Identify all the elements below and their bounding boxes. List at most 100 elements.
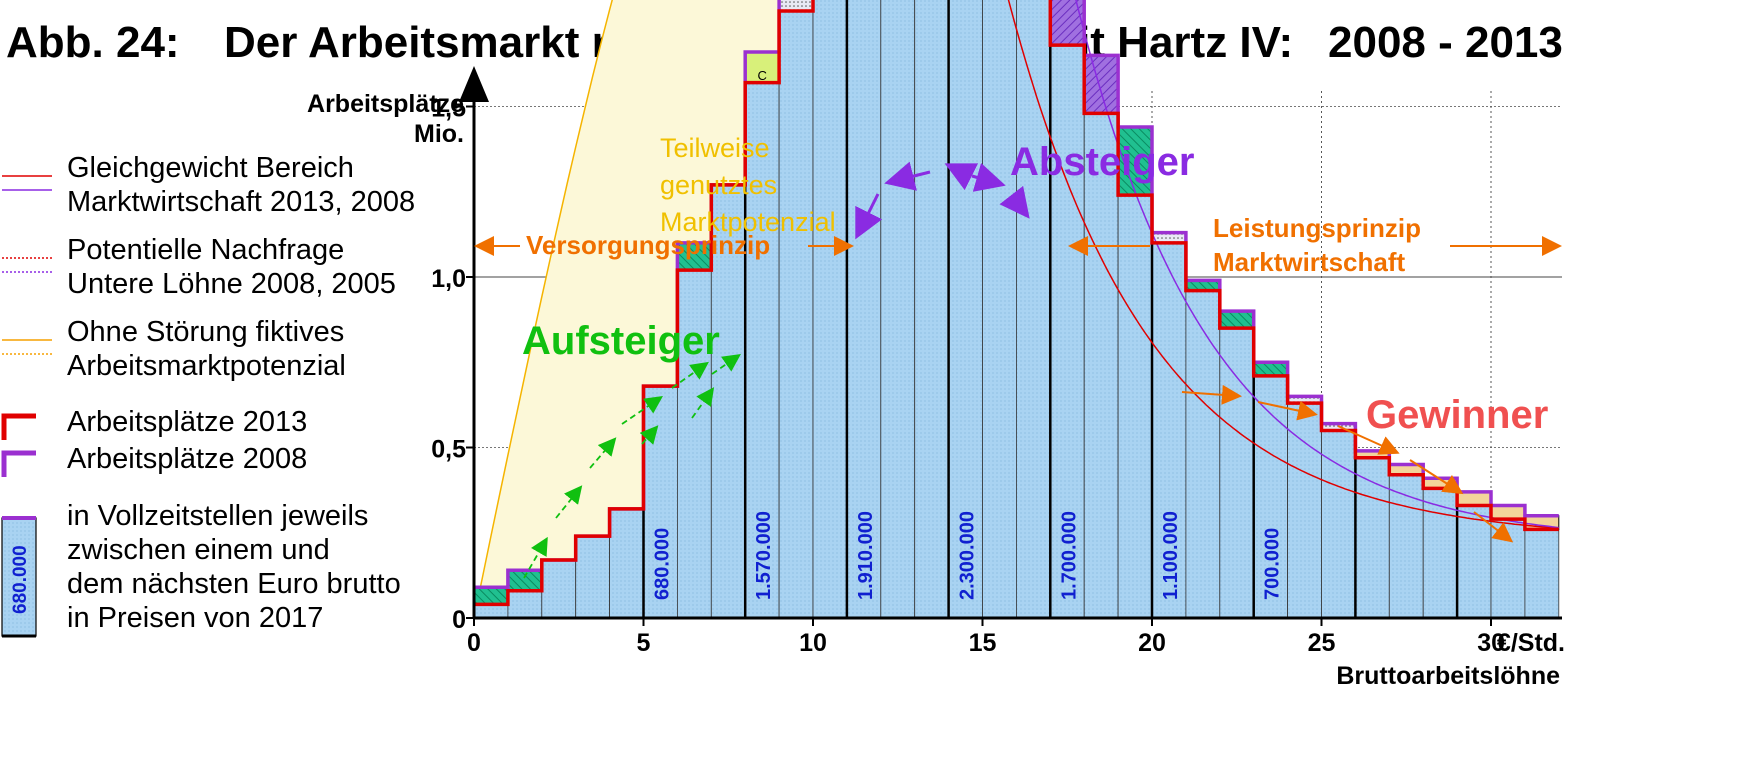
legend-label: in Vollzeitstellen jeweils — [67, 500, 369, 532]
x-tick-label: 15 — [969, 629, 997, 657]
bar — [846, 0, 882, 619]
y-tick-label: 1,5 — [431, 95, 466, 123]
bar — [507, 590, 543, 619]
bar-label: 1.910.000 — [855, 511, 877, 600]
legend-step — [1, 413, 36, 440]
title-years: 2008 - 2013 — [1328, 18, 1563, 67]
bar — [1185, 290, 1221, 619]
arrow-orange — [1337, 425, 1400, 455]
legend-label: Arbeitsmarktpotenzial — [67, 350, 346, 382]
x-tick-label: 25 — [1308, 629, 1336, 657]
annotation-versorgung: Versorgungsprinzip — [526, 230, 770, 260]
annotation-absteiger: Absteiger — [1010, 140, 1195, 184]
y-tick-label: 1,0 — [431, 265, 466, 293]
bar — [1083, 112, 1119, 619]
red-solid-curve — [1007, 0, 1559, 530]
x-tick-label: 0 — [467, 629, 481, 657]
bar-label: 700.000 — [1262, 528, 1284, 600]
legend-label: in Preisen von 2017 — [67, 602, 324, 634]
x-unit: €/Std. — [1497, 629, 1565, 657]
arrow-orange — [1181, 384, 1242, 405]
arrow-green — [691, 387, 715, 419]
bar — [1219, 327, 1255, 619]
legend-label: Marktwirtschaft 2013, 2008 — [67, 186, 416, 218]
legend-label: zwischen einem und — [67, 534, 330, 566]
bar — [575, 535, 611, 619]
bar-labels: 680.000 1.570.000 1.910.000 2.300.000 1.700.… — [651, 511, 1283, 600]
bar-label: 680.000 — [651, 528, 673, 600]
y-axis-label: Arbeitsplätze — [307, 90, 464, 118]
bar — [914, 0, 950, 619]
bar-label: 1.100.000 — [1160, 511, 1182, 600]
bar — [1151, 242, 1187, 619]
annotation-leistung: Marktwirtschaft — [1213, 247, 1405, 277]
diff-box — [1219, 310, 1255, 329]
arrow-green — [621, 395, 663, 425]
legend-step — [1, 450, 36, 477]
bars — [473, 0, 1560, 619]
diff-box — [507, 569, 543, 592]
legend-label: Arbeitsplätze 2013 — [67, 406, 308, 438]
legend-label: Arbeitsplätze 2008 — [67, 443, 308, 475]
arrow-green — [671, 361, 709, 389]
bar-label: 1.570.000 — [753, 511, 775, 600]
x-tick-label: 30 — [1477, 629, 1505, 657]
arrow-green — [555, 485, 583, 519]
bar — [1253, 375, 1288, 619]
step-lines — [474, 0, 1559, 607]
diff-box — [1049, 0, 1085, 46]
bar — [812, 0, 848, 619]
legend-symbol — [2, 257, 52, 273]
step-2013 — [474, 0, 1559, 607]
y-tick-label: 0,5 — [431, 436, 466, 464]
arrow-green — [711, 353, 741, 375]
arrow-purple — [884, 161, 931, 191]
bar — [1422, 488, 1458, 619]
legend-bar — [1, 517, 37, 637]
arrow-purple — [855, 193, 883, 240]
legend-symbol — [1, 413, 36, 440]
annotation-potential: Marktpotenzial — [660, 207, 836, 237]
annotation-potential: Teilweise — [660, 133, 770, 163]
bar — [1524, 528, 1560, 619]
bar-label: 1.700.000 — [1058, 511, 1080, 600]
arrow-orange — [1409, 459, 1464, 495]
bar-label: 2.300.000 — [957, 511, 979, 600]
bar — [609, 508, 644, 619]
bar — [677, 269, 712, 619]
diff-box — [1253, 361, 1289, 377]
bar — [710, 184, 746, 619]
arrow-green — [639, 425, 659, 445]
arrow-green — [523, 536, 548, 579]
legend: Gleichgewicht Bereich Marktwirtschaft 201… — [0, 150, 470, 710]
y-axis-unit: Mio. — [414, 120, 464, 148]
diff-box — [1490, 504, 1526, 520]
potential-curve — [473, 0, 1018, 619]
arrow-purple — [944, 163, 979, 191]
diff-box — [1083, 54, 1119, 114]
y-tick-label: 0 — [452, 606, 466, 634]
legend-symbol — [2, 339, 52, 355]
bar — [541, 559, 577, 619]
legend-label: Potentielle Nachfrage — [67, 234, 345, 266]
bar — [1490, 518, 1526, 619]
legend-label: Gleichgewicht Bereich — [67, 152, 354, 184]
arrow-purple — [971, 162, 1006, 192]
arrow-purple — [999, 185, 1030, 219]
legend-symbol — [2, 175, 52, 191]
arrow-green — [589, 437, 617, 469]
title-figure-number: Abb. 24: — [6, 18, 180, 67]
bar — [1321, 430, 1356, 619]
x-tick-label: 20 — [1138, 629, 1166, 657]
diff-box — [473, 586, 509, 605]
legend-label: Ohne Störung fiktives — [67, 316, 345, 348]
bar — [880, 0, 916, 619]
bar — [778, 10, 814, 619]
arrow-orange — [1257, 400, 1318, 421]
bar — [473, 603, 509, 619]
arrow-orange — [1473, 511, 1514, 543]
axes: 00,51,01,52,02,5051015202530€/Std.Brutto… — [307, 66, 1565, 690]
legend-label: Untere Löhne 2008, 2005 — [67, 268, 396, 300]
legend-label: dem nächsten Euro brutto — [67, 568, 401, 600]
